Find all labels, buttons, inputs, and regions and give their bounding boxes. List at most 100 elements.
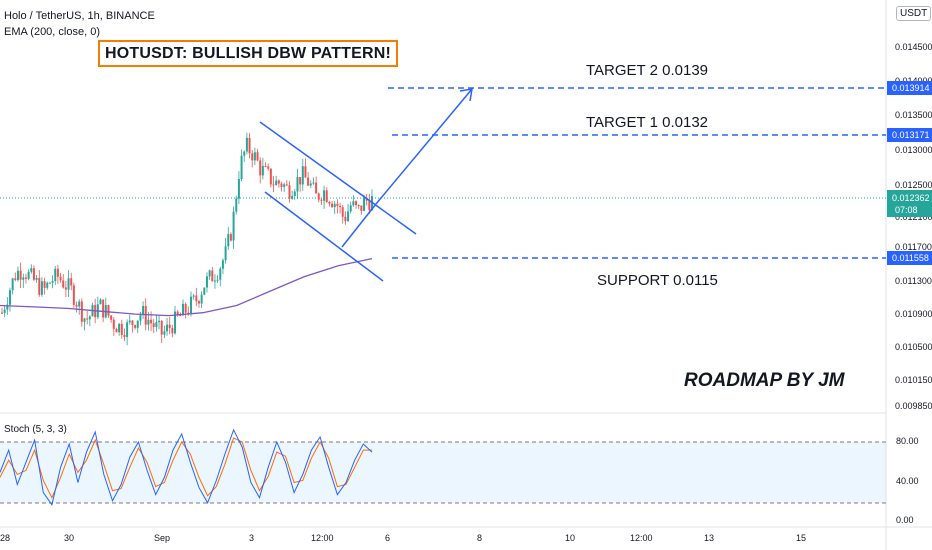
candle-body — [43, 281, 46, 288]
candle-body — [339, 205, 342, 208]
candle-body — [280, 183, 283, 187]
candle-body — [14, 278, 17, 281]
candle-body — [166, 324, 169, 332]
candle-body — [16, 270, 19, 281]
time-tick: 13 — [704, 533, 714, 543]
time-tick: Sep — [154, 533, 170, 543]
price-tick: 0.014500 — [895, 42, 932, 52]
price-tick: 0.013000 — [895, 145, 932, 155]
price-tick: 0.010500 — [895, 342, 932, 352]
breakout-leg[interactable] — [341, 203, 377, 248]
candle-body — [299, 177, 302, 185]
candle-body — [237, 179, 240, 199]
candle-body — [1, 312, 3, 314]
price-tick: 0.013500 — [895, 110, 932, 120]
candle-body — [336, 203, 339, 206]
candle-body — [309, 183, 312, 186]
candle-body — [235, 198, 238, 212]
ema-indicator-label[interactable]: EMA (200, close, 0) — [4, 26, 100, 38]
candle-body — [150, 319, 153, 324]
time-tick: 30 — [64, 533, 74, 543]
last-price-tag-text: 0.012362 — [892, 193, 930, 203]
candle-body — [115, 329, 118, 333]
candle-body — [3, 309, 6, 313]
candle-body — [102, 299, 105, 318]
candle-body — [22, 277, 25, 280]
target1-price-tag-text: 0.013171 — [892, 130, 930, 140]
candle-body — [19, 270, 22, 280]
candle-body — [205, 276, 208, 288]
projection-arrow[interactable] — [375, 88, 473, 205]
candle-body — [168, 324, 171, 329]
author-signature[interactable]: ROADMAP BY JM — [684, 370, 845, 391]
candle-body — [301, 166, 304, 185]
candle-body — [261, 165, 264, 176]
candle-body — [197, 301, 200, 304]
candle-body — [123, 335, 126, 338]
candle-body — [171, 328, 174, 334]
candle-body — [112, 319, 115, 330]
target2-price-tag — [887, 81, 932, 95]
price-tick: 0.010150 — [895, 375, 932, 385]
candle-body — [136, 320, 139, 328]
support-label[interactable]: SUPPORT 0.0115 — [597, 272, 718, 289]
price-tick: 0.012500 — [895, 180, 932, 190]
candle-body — [192, 295, 195, 297]
candle-body — [283, 184, 286, 187]
price-tick: 0.011700 — [895, 242, 932, 252]
stoch-tick: 40.00 — [896, 476, 919, 486]
candle-body — [277, 180, 280, 184]
arrowhead-icon — [459, 88, 473, 102]
candle-body — [80, 301, 83, 322]
candle-body — [184, 303, 187, 313]
stoch-tick: 80.00 — [896, 436, 919, 446]
candle-body — [232, 211, 235, 241]
target1-label[interactable]: TARGET 1 0.0132 — [586, 114, 709, 131]
candle-body — [312, 182, 315, 184]
candle-body — [11, 278, 14, 291]
candle-body — [248, 137, 251, 154]
candle-body — [363, 197, 366, 211]
stoch-indicator-label[interactable]: Stoch (5, 3, 3) — [4, 424, 67, 435]
candle-body — [158, 320, 161, 323]
candle-body — [227, 234, 230, 247]
candle-body — [200, 294, 203, 304]
candle-body — [72, 285, 75, 305]
candle-body — [107, 305, 110, 316]
wedge-upper-line[interactable] — [259, 121, 417, 235]
candle-body — [333, 203, 336, 208]
currency-button[interactable]: USDT — [896, 6, 932, 21]
candle-body — [131, 320, 134, 326]
candle-body — [62, 280, 65, 288]
candle-body — [64, 287, 67, 290]
candle-body — [323, 190, 326, 201]
support-price-tag — [887, 251, 932, 265]
candle-body — [86, 318, 89, 320]
symbol-info[interactable]: Holo / TetherUS, 1h, BINANCE — [4, 10, 155, 22]
target2-label[interactable]: TARGET 2 0.0139 — [586, 62, 709, 79]
time-tick: 8 — [477, 533, 482, 543]
chart-title-annotation[interactable]: HOTUSDT: BULLISH DBW PATTERN! — [98, 40, 399, 67]
wedge-lower-line[interactable] — [264, 191, 384, 282]
candle-body — [144, 305, 147, 325]
time-tick: 6 — [385, 533, 390, 543]
candle-body — [256, 152, 259, 161]
candle-body — [216, 279, 219, 281]
candle-body — [189, 296, 192, 314]
candle-body — [208, 270, 211, 277]
candle-body — [285, 184, 288, 186]
candle-body — [267, 166, 270, 169]
candle-body — [38, 278, 41, 295]
candle-body — [360, 205, 363, 211]
candle-body — [272, 184, 275, 186]
candles-group — [1, 132, 373, 346]
target1-price-tag — [887, 128, 932, 142]
candle-body — [368, 200, 371, 211]
last-price-tag — [887, 190, 932, 217]
candle-body — [126, 322, 129, 338]
target2-price-tag-text: 0.013914 — [892, 83, 930, 93]
candle-body — [331, 203, 334, 208]
candle-body — [139, 315, 142, 321]
candle-body — [352, 201, 355, 206]
